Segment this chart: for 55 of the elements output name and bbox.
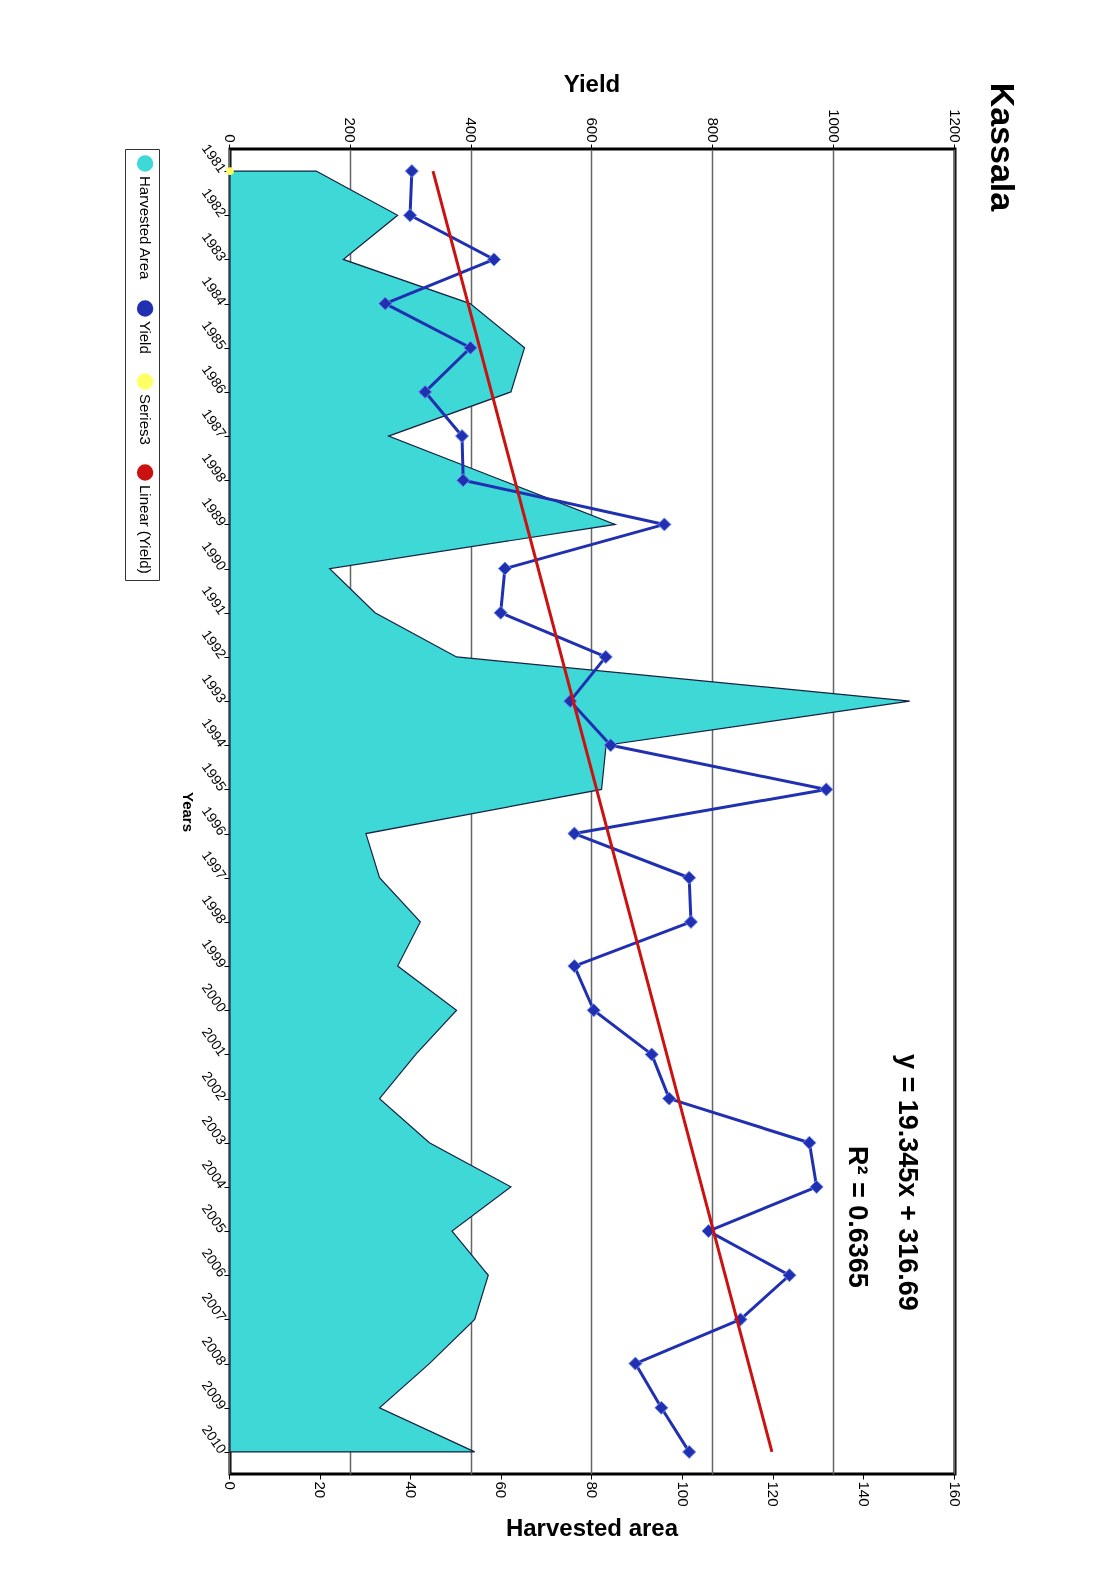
x2-tick-label: 0 — [221, 134, 239, 143]
point — [586, 1003, 601, 1018]
x2-tick-label: 800 — [704, 117, 722, 143]
point — [701, 1224, 716, 1239]
point — [644, 1047, 659, 1062]
point — [493, 605, 508, 620]
point — [603, 738, 618, 753]
point — [454, 429, 470, 444]
point — [809, 1179, 824, 1194]
point — [782, 1268, 797, 1283]
point — [418, 384, 433, 399]
point — [654, 1400, 669, 1415]
legend-label: Harvested Area — [137, 176, 155, 281]
point — [819, 782, 834, 797]
x-tick-label: 0 — [221, 1481, 239, 1490]
x2-axis-title: Yield — [563, 70, 621, 98]
point — [487, 252, 502, 267]
point — [463, 340, 478, 355]
point — [683, 914, 698, 929]
x-tick-label: 100 — [674, 1481, 692, 1507]
point — [378, 296, 393, 311]
point — [662, 1091, 677, 1106]
point — [567, 959, 582, 974]
point — [567, 826, 582, 841]
point — [226, 167, 234, 175]
point — [682, 1444, 697, 1459]
point — [456, 473, 471, 488]
point — [404, 164, 419, 179]
legend-label: Yield — [137, 321, 155, 354]
x2-tick-label: 1200 — [946, 109, 964, 143]
point — [598, 649, 613, 664]
x-axis-title: Harvested area — [505, 1513, 679, 1541]
x-tick-label: 160 — [946, 1481, 964, 1507]
point — [403, 208, 418, 223]
legend-label: Series3 — [137, 394, 155, 445]
point — [682, 870, 697, 885]
x-tick-label: 80 — [584, 1481, 601, 1499]
x-tick-label: 60 — [493, 1481, 511, 1499]
x-tick-label: 140 — [855, 1481, 873, 1507]
x-tick-label: 20 — [312, 1481, 330, 1499]
chart-title: Kassala — [984, 82, 1022, 213]
x-tick-label: 120 — [765, 1481, 783, 1507]
x2-tick-label: 400 — [463, 117, 481, 143]
point — [657, 517, 672, 532]
annotation: R² = 0.6365 — [843, 1146, 873, 1288]
point — [628, 1356, 643, 1371]
point — [497, 561, 512, 576]
x2-tick-label: 1000 — [825, 109, 843, 143]
annotation: y = 19.345x + 316.69 — [893, 1054, 923, 1311]
x2-tick-label: 600 — [584, 117, 601, 143]
y-axis-title: Years — [179, 791, 197, 833]
point — [802, 1135, 817, 1150]
x2-tick-label: 200 — [342, 117, 360, 143]
legend-label: Linear (Yield) — [137, 485, 155, 574]
x-tick-label: 40 — [402, 1481, 420, 1499]
